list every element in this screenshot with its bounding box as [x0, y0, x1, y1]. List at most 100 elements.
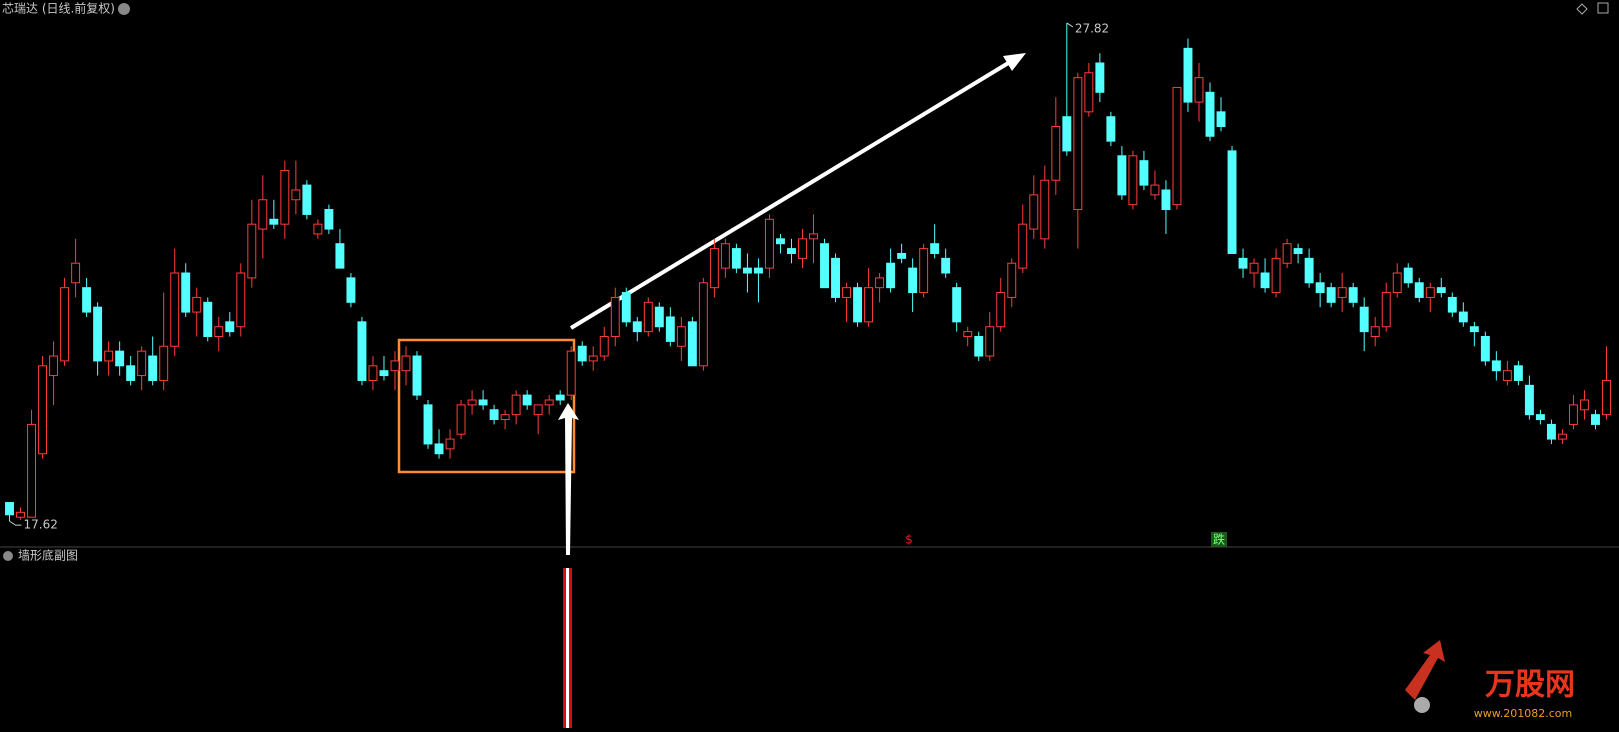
candle-up — [875, 277, 885, 289]
candle-down — [1469, 326, 1479, 333]
candle-down — [1315, 282, 1325, 294]
logo-arrow — [1405, 640, 1445, 700]
candle-up — [798, 238, 807, 259]
candle-up — [1150, 184, 1160, 196]
candle-down — [181, 272, 191, 313]
candle-down — [1458, 311, 1468, 323]
candle-up — [16, 511, 25, 518]
candle-down — [434, 443, 444, 455]
signal-text: $ — [905, 533, 913, 547]
candle-up — [390, 360, 400, 372]
candle-up — [1172, 86, 1182, 206]
candle-up — [368, 365, 378, 381]
candle-down — [335, 243, 345, 269]
candle-down — [1227, 150, 1237, 254]
subchart-icon[interactable] — [3, 551, 13, 561]
candle-up — [544, 399, 554, 406]
candle-down — [1139, 160, 1149, 186]
candle-up — [1073, 77, 1083, 211]
candle-down — [831, 257, 840, 298]
candle-up — [247, 223, 257, 279]
candle-up — [764, 218, 774, 269]
candle-up — [676, 326, 686, 347]
window-icon[interactable] — [1597, 2, 1609, 14]
candle-down — [1183, 47, 1193, 103]
candle-up — [313, 223, 323, 235]
candle-up — [445, 438, 455, 450]
candle-up — [214, 326, 224, 338]
candle-down — [787, 248, 796, 254]
candle-up — [1580, 399, 1589, 411]
candle-down — [897, 252, 907, 259]
candle-up — [511, 394, 521, 416]
candle-up — [1602, 379, 1611, 416]
candle-down — [126, 365, 136, 381]
candle-up — [291, 189, 301, 201]
candle-down — [302, 184, 312, 215]
candle-down — [346, 277, 356, 303]
diamond-icon[interactable] — [1576, 3, 1588, 15]
trend-arrow — [569, 60, 1012, 330]
candle-down — [1436, 287, 1446, 294]
candle-up — [1194, 77, 1204, 103]
candle-up — [137, 350, 147, 377]
high-label: 27.82 — [1075, 21, 1109, 35]
candle-down — [1546, 423, 1556, 440]
candle-up — [1128, 155, 1138, 206]
candle-up — [643, 301, 653, 333]
candle-down — [1238, 257, 1248, 269]
low-marker — [9, 520, 22, 526]
candle-down — [1480, 336, 1490, 362]
candle-down — [5, 502, 14, 516]
candle-down — [1216, 111, 1226, 127]
signal-text: 跌 — [1213, 532, 1225, 547]
candle-down — [555, 394, 565, 401]
candle-down — [753, 267, 763, 274]
candle-up — [1282, 243, 1292, 264]
candle-down — [148, 355, 158, 381]
candle-up — [60, 287, 70, 362]
candle-up — [1337, 287, 1347, 298]
candle-down — [1524, 384, 1534, 416]
candle-down — [1260, 272, 1270, 289]
candle-up — [709, 248, 719, 289]
candle-up — [71, 262, 81, 284]
candle-down — [1414, 282, 1424, 298]
subchart-title: 墙形底副图 — [18, 548, 78, 563]
candle-up — [996, 292, 1006, 328]
candle-down — [886, 262, 896, 289]
candle-down — [412, 355, 422, 396]
candle-down — [1106, 116, 1116, 142]
candle-down — [489, 409, 499, 421]
candle-down — [203, 301, 213, 338]
candle-down — [1403, 267, 1413, 284]
candle-up — [1568, 404, 1578, 425]
candle-down — [1348, 287, 1358, 303]
candle-up — [258, 199, 268, 230]
logo-ball — [1414, 697, 1430, 713]
candle-up — [1381, 292, 1391, 328]
candle-down — [621, 292, 631, 323]
candle-up — [533, 404, 543, 416]
candle-up — [1018, 223, 1028, 269]
candle-up — [842, 287, 852, 298]
candle-down — [522, 394, 532, 406]
candle-up — [1029, 194, 1039, 230]
candle-down — [1161, 189, 1171, 211]
candle-up — [456, 404, 466, 435]
arrow-head — [1003, 53, 1026, 71]
highlight-box — [397, 338, 576, 474]
candle-down — [776, 238, 785, 245]
candle-up — [1040, 179, 1050, 240]
candle-up — [1084, 72, 1094, 113]
title-menu-icon[interactable] — [118, 3, 130, 15]
candle-down — [1304, 257, 1314, 284]
candle-down — [731, 248, 741, 269]
candle-down — [742, 267, 752, 274]
candle-down — [1095, 62, 1105, 93]
watermark-url: www.201082.com — [1474, 707, 1572, 720]
candle-down — [1591, 414, 1600, 425]
candle-down — [665, 316, 675, 342]
candle-up — [27, 423, 36, 518]
